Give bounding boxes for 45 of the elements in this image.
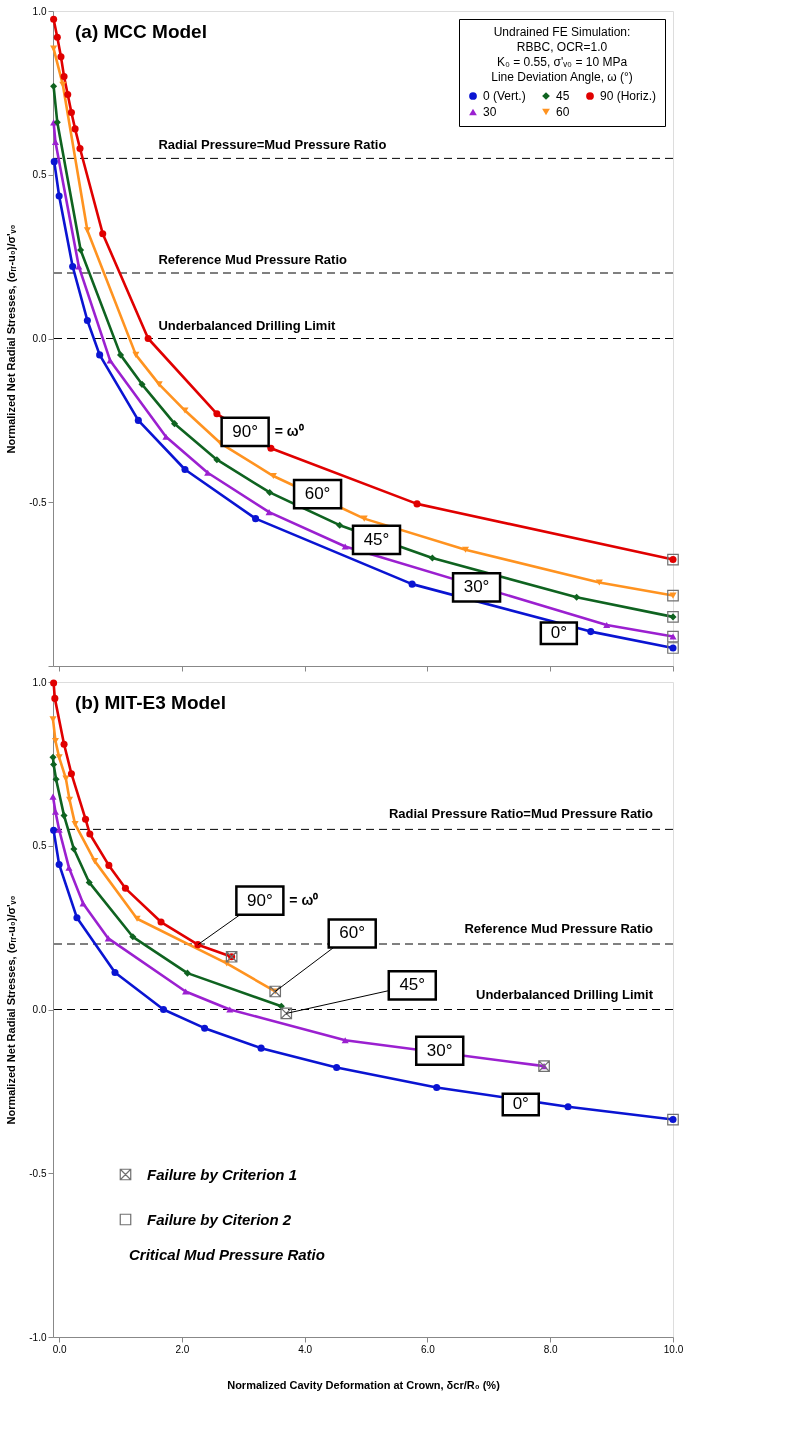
text: (b) MIT-E3 Model (75, 692, 226, 713)
text: (a) MCC Model (75, 21, 207, 42)
annotation: 30° (426, 1040, 453, 1060)
legend-label: 45 (556, 89, 570, 103)
legend-label: Failure by Citerion 2 (147, 1210, 292, 1228)
x-axis-title: Normalized Cavity Deformation at Crown, δcr/R₀ (%) (227, 1378, 501, 1391)
y-tick-label: 0.0 (32, 1004, 47, 1015)
ref-line-label: Radial Pressure=Mud Pressure Ratio (158, 137, 387, 153)
y-tick-label: 0.0 (32, 333, 47, 344)
annotation: 90° = ω⁰ (232, 421, 304, 441)
legend-label: Failure by Criterion 1 (147, 1165, 298, 1183)
ref-line-label: Radial Pressure Ratio=Mud Pressure Ratio (388, 806, 654, 822)
x-tick-label: 10.0 (663, 1343, 684, 1355)
y-axis-title: Normalized Net Radial Stresses, (σᵣᵣ-u₀)/σ'ᵥ₀ (5, 224, 18, 454)
annotation: 60° (304, 484, 331, 504)
annotation: 0° (550, 623, 567, 643)
y-tick-label: -1.0 (29, 1331, 47, 1343)
x-tick-label: 8.0 (543, 1343, 559, 1355)
y-tick-label: 0.5 (32, 840, 47, 852)
ref-line-label: Underbalanced Drilling Limit (158, 317, 337, 333)
annotation: 0° (512, 1094, 529, 1114)
legend-label: 0 (Vert.) (483, 89, 526, 103)
annotation: 30° (463, 577, 490, 597)
legend-label: 60 (556, 105, 570, 119)
x-tick-label: 4.0 (298, 1343, 313, 1355)
annotation: 45° (399, 975, 426, 995)
x-tick-label: 2.0 (175, 1343, 190, 1355)
y-tick-label: 1.0 (32, 5, 47, 17)
ref-line-label: Reference Mud Pressure Ratio (158, 252, 348, 267)
ref-line-label: Reference Mud Pressure Ratio (464, 921, 654, 936)
annotation: Critical Mud Pressure Ratio (129, 1246, 325, 1263)
y-tick-label: 1.0 (32, 676, 47, 688)
legend-label: 90 (Horiz.) (600, 89, 657, 103)
y-tick-label: -0.5 (29, 1167, 47, 1179)
ref-line-label: Underbalanced Drilling Limit (476, 986, 654, 1002)
y-axis-title: Normalized Net Radial Stresses, (σᵣᵣ-u₀)/σ'ᵥ₀ (5, 895, 18, 1125)
legend-title: Undrained FE Simulation: RBBC, OCR=1.0 K₀ = 0.55, σ'ᵥ₀ = 10 MPa Line Deviation Angle, ω (°) (491, 25, 633, 84)
y-tick-label: 0.5 (32, 169, 47, 181)
x-tick-label: 0.0 (52, 1343, 68, 1355)
x-tick-label: 6.0 (421, 1343, 436, 1355)
annotation: 45° (363, 529, 390, 549)
annotation: 90° = ω⁰ (247, 890, 319, 910)
annotation: 60° (339, 923, 366, 943)
legend-label: 30 (483, 105, 497, 119)
y-tick-label: -0.5 (29, 496, 47, 508)
